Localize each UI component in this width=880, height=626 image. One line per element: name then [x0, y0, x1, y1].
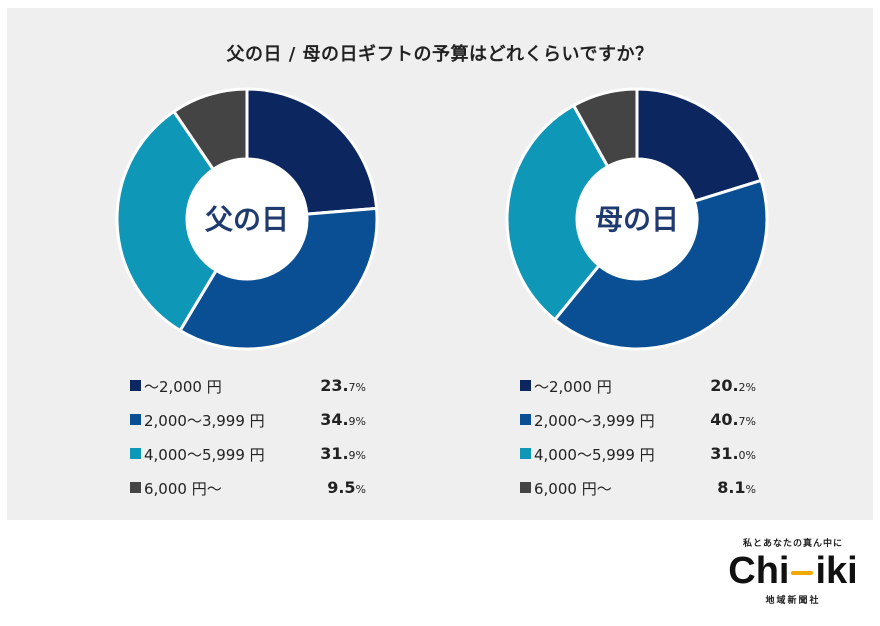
legend-value: 8.1%: [717, 478, 756, 497]
legend-swatch: [520, 482, 531, 493]
legend-value: 31.9%: [320, 444, 366, 463]
legend-label: 〜2,000 円: [144, 378, 222, 396]
legend-label: 〜2,000 円: [534, 378, 612, 396]
mothers-day-donut: [505, 87, 769, 351]
legend-value: 23.7%: [320, 376, 366, 395]
legend-swatch: [130, 414, 141, 425]
legend-row: 2,000〜3,999 円 40.7%: [520, 410, 756, 444]
legend-label: 6,000 円〜: [534, 480, 612, 498]
legend-swatch: [520, 448, 531, 459]
fathers-day-donut: [115, 87, 379, 351]
legend-label: 2,000〜3,999 円: [534, 412, 655, 430]
legend-row: 6,000 円〜 9.5%: [130, 478, 366, 512]
chiiki-logo: 私とあなたの真ん中に Chi iki 地域新聞社: [728, 536, 858, 606]
mothers-day-center-label: 母の日: [594, 203, 679, 236]
logo-tagline: 私とあなたの真ん中に: [742, 539, 843, 549]
legend-row: 〜2,000 円 20.2%: [520, 376, 756, 410]
legend-value: 20.2%: [710, 376, 756, 395]
legend-row: 4,000〜5,999 円 31.9%: [130, 444, 366, 478]
donut-hole: [577, 159, 697, 279]
legend-label: 4,000〜5,999 円: [534, 446, 655, 464]
logo-smile-mark: [791, 570, 814, 575]
legend-swatch: [520, 380, 531, 391]
legend-value: 31.0%: [710, 444, 756, 463]
legend-row: 4,000〜5,999 円 31.0%: [520, 444, 756, 478]
legend-value: 9.5%: [327, 478, 366, 497]
logo-brand: Chi iki: [728, 550, 858, 592]
legend-label: 4,000〜5,999 円: [144, 446, 265, 464]
legend-label: 2,000〜3,999 円: [144, 412, 265, 430]
legend-value: 34.9%: [320, 410, 366, 429]
logo-company: 地域新聞社: [765, 596, 821, 606]
legend-row: 2,000〜3,999 円 34.9%: [130, 410, 366, 444]
legend-value: 40.7%: [710, 410, 756, 429]
mothers-day-legend: 〜2,000 円 20.2% 2,000〜3,999 円 40.7% 4,000…: [520, 376, 756, 512]
legend-row: 〜2,000 円 23.7%: [130, 376, 366, 410]
donut-hole: [187, 159, 307, 279]
legend-swatch: [130, 482, 141, 493]
legend-row: 6,000 円〜 8.1%: [520, 478, 756, 512]
legend-swatch: [130, 380, 141, 391]
fathers-day-center-label: 父の日: [204, 203, 289, 236]
legend-swatch: [130, 448, 141, 459]
fathers-day-legend: 〜2,000 円 23.7% 2,000〜3,999 円 34.9% 4,000…: [130, 376, 366, 512]
legend-swatch: [520, 414, 531, 425]
legend-label: 6,000 円〜: [144, 480, 222, 498]
chart-title: 父の日 / 母の日ギフトの予算はどれくらいですか？: [226, 44, 654, 65]
